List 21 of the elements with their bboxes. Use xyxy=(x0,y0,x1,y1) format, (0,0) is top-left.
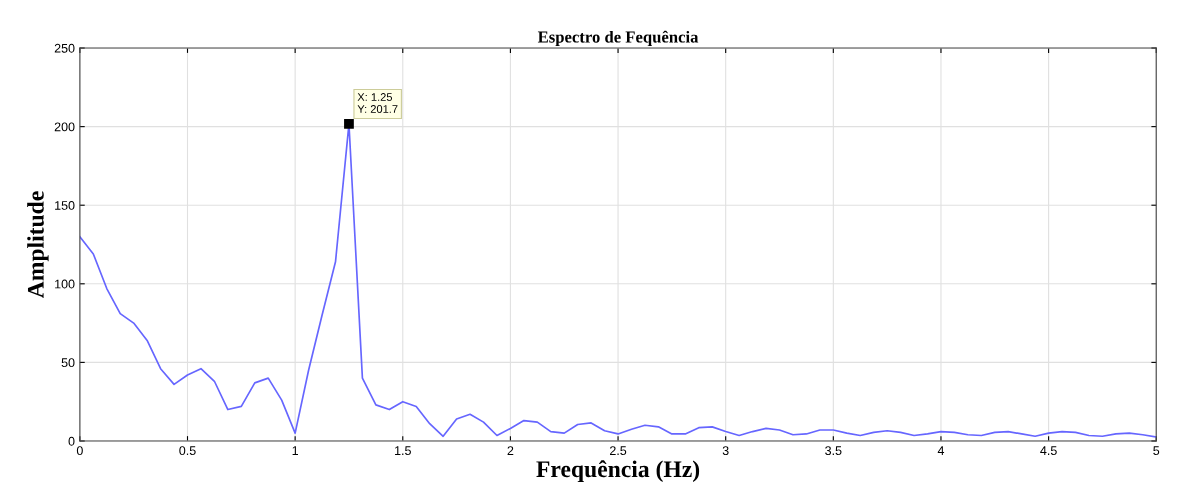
x-tick-label: 2.5 xyxy=(609,446,627,456)
y-tick-label: 0 xyxy=(68,436,75,446)
x-tick-label: 2 xyxy=(507,446,514,455)
x-tick-label: 4 xyxy=(937,446,945,455)
x-tick-label: 1.5 xyxy=(395,446,411,456)
y-tick-label: 250 xyxy=(54,43,75,53)
y-tick-label: 100 xyxy=(55,279,75,289)
x-tick-label: 3.5 xyxy=(825,446,842,456)
x-tick-label: 1 xyxy=(292,446,299,455)
y-tick-label: 150 xyxy=(55,201,75,210)
x-tick-label: 5 xyxy=(1153,446,1160,456)
x-tick-label: 3 xyxy=(722,446,729,456)
chart-title: Espectro de Fequência xyxy=(537,30,699,47)
annotation: X: 1.25 Y: 201.7 xyxy=(357,93,398,113)
x-tick-label: 0.5 xyxy=(179,446,196,456)
y-tick-label: 50 xyxy=(61,358,75,368)
x-axis-title: Frequência (Hz) xyxy=(536,460,700,482)
x-tick-label: 4.5 xyxy=(1040,446,1057,456)
y-tick-label: 200 xyxy=(54,122,75,132)
x-tick-label: 0 xyxy=(76,446,83,456)
y-axis-title: Amplitude xyxy=(27,191,49,299)
